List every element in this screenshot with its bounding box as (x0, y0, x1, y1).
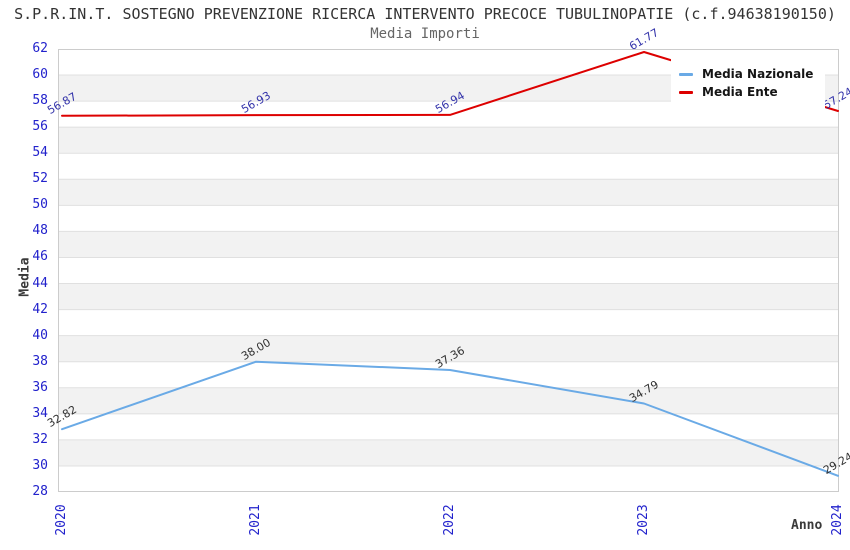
y-tick-label: 62 (32, 41, 48, 56)
y-tick-label: 40 (32, 327, 48, 343)
y-tick-label: 50 (32, 197, 48, 213)
legend-item-media-ente: Media Ente (679, 84, 813, 100)
y-tick-label: 54 (32, 145, 48, 161)
plot-area (58, 49, 839, 492)
chart-subtitle: Media Importi (370, 26, 480, 42)
x-tick-label: 2022 (442, 504, 457, 536)
y-tick-label: 44 (32, 275, 48, 291)
y-tick-label: 36 (32, 379, 48, 395)
y-tick-label: 32 (32, 431, 48, 447)
x-tick-label: 2020 (54, 504, 69, 536)
legend-item-media-nazionale: Media Nazionale (679, 66, 813, 82)
y-tick-label: 58 (32, 93, 48, 109)
y-tick-label: 34 (32, 405, 48, 421)
y-tick-label: 30 (32, 457, 48, 473)
x-tick-label: 2023 (636, 504, 651, 536)
y-tick-label: 56 (32, 119, 48, 135)
y-tick-label: 46 (32, 249, 48, 265)
legend-label-media-ente: Media Ente (702, 85, 778, 99)
legend: Media Nazionale Media Ente (671, 59, 826, 109)
legend-swatch-media-nazionale (679, 72, 693, 76)
x-tick-label: 2021 (248, 504, 263, 536)
y-tick-label: 60 (32, 67, 48, 83)
x-tick-label: 2024 (830, 504, 845, 536)
y-tick-label: 38 (32, 353, 48, 369)
legend-swatch-media-ente (679, 90, 693, 94)
y-tick-label: 52 (32, 171, 48, 187)
y-tick-label: 48 (32, 223, 48, 239)
y-tick-label: 42 (32, 301, 48, 317)
chart-title: S.P.R.IN.T. SOSTEGNO PREVENZIONE RICERCA… (14, 5, 836, 23)
legend-label-media-nazionale: Media Nazionale (702, 67, 814, 81)
y-tick-label: 28 (32, 484, 48, 499)
x-axis-title: Anno (791, 518, 823, 533)
